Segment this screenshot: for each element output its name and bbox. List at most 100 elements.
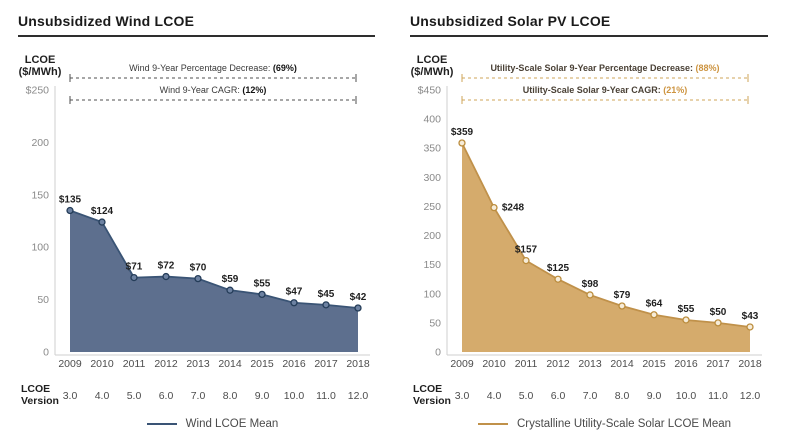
- data-point-label: $50: [710, 307, 727, 318]
- wind-chart-panel: Unsubsidized Wind LCOE LCOE ($/MWh) Wind 9…: [18, 14, 380, 448]
- wind-chart-title: Unsubsidized Wind LCOE: [18, 13, 195, 29]
- data-point: [650, 311, 658, 319]
- data-point: [66, 206, 74, 215]
- data-point-label: $70: [190, 263, 207, 274]
- x-tick-label: 2016: [674, 358, 698, 370]
- version-value: 11.0: [316, 390, 336, 402]
- version-value: 4.0: [487, 390, 502, 402]
- annotation-label: Wind 9-Year Percentage Decrease: (69%): [129, 63, 297, 73]
- y-tick-label: 0: [43, 347, 49, 359]
- x-tick-label: 2017: [706, 358, 730, 370]
- wind-lcoe-area-chart: LCOE($/MWh) Wind 9-Year Percentage Decrea…: [19, 54, 370, 407]
- x-tick-label: 2010: [90, 358, 114, 370]
- annotation-label: Utility-Scale Solar 9-Year CAGR: (21%): [523, 85, 688, 95]
- version-row-title: LCOE: [413, 383, 442, 395]
- version-value: 7.0: [583, 390, 598, 402]
- y-tick-label: 300: [423, 172, 441, 184]
- y-tick-label: 350: [423, 143, 441, 155]
- y-tick-label: 50: [429, 317, 441, 329]
- version-value: 5.0: [127, 390, 142, 402]
- version-row-title: Version: [21, 395, 59, 407]
- version-value: 10.0: [676, 390, 697, 402]
- version-row-title: Version: [413, 395, 451, 407]
- data-point: [162, 272, 170, 281]
- version-value: 11.0: [708, 390, 728, 402]
- solar-legend-swatch: [477, 423, 508, 425]
- data-point-label: $42: [350, 292, 367, 303]
- y-tick-label: 250: [423, 201, 441, 213]
- version-value: 8.0: [615, 390, 630, 402]
- solar-legend-label: Crystalline Utility-Scale Solar LCOE Mea…: [516, 418, 732, 430]
- data-point: [586, 291, 594, 299]
- y-tick-label: 0: [435, 347, 441, 359]
- data-point: [490, 203, 498, 212]
- y-axis-title: LCOE: [25, 54, 56, 66]
- data-point-label: $45: [318, 289, 335, 300]
- x-tick-label: 2011: [515, 358, 538, 370]
- version-value: 12.0: [348, 390, 369, 402]
- data-point-label: $47: [286, 287, 303, 298]
- data-point: [522, 256, 530, 265]
- y-axis-title: ($/MWh): [19, 66, 62, 78]
- data-point-label: $98: [582, 279, 599, 290]
- wind-legend: Wind LCOE Mean: [55, 418, 370, 430]
- y-axis-title: ($/MWh): [411, 66, 454, 78]
- data-point: [746, 323, 754, 331]
- trend-line: [461, 142, 751, 328]
- solar-chart-title: Unsubsidized Solar PV LCOE: [410, 13, 611, 29]
- version-value: 3.0: [63, 390, 78, 402]
- data-point-label: $71: [126, 262, 143, 273]
- data-point-label: $79: [614, 290, 631, 301]
- data-point: [618, 302, 626, 310]
- data-point: [130, 273, 138, 282]
- data-point: [458, 139, 466, 147]
- x-tick-label: 2013: [578, 358, 602, 370]
- x-tick-label: 2018: [346, 358, 370, 370]
- solar-legend: Crystalline Utility-Scale Solar LCOE Mea…: [447, 418, 762, 430]
- version-value: 4.0: [95, 390, 110, 402]
- version-value: 7.0: [191, 390, 206, 402]
- x-tick-label: 2012: [546, 358, 570, 370]
- data-point: [322, 301, 330, 309]
- data-point: [194, 274, 202, 283]
- solar-lcoe-area-chart: LCOE($/MWh) Utility-Scale Solar 9-Year Pe…: [411, 54, 762, 407]
- title-divider: [18, 35, 375, 37]
- data-point-label: $157: [515, 245, 538, 256]
- x-tick-label: 2009: [58, 358, 82, 370]
- version-value: 8.0: [223, 390, 238, 402]
- data-point-label: $43: [742, 311, 759, 322]
- version-value: 6.0: [159, 390, 174, 402]
- x-tick-label: 2015: [250, 358, 274, 370]
- y-tick-label: 150: [423, 259, 441, 271]
- data-point-label: $72: [158, 261, 175, 272]
- x-tick-label: 2017: [314, 358, 338, 370]
- version-value: 12.0: [740, 390, 761, 402]
- x-tick-label: 2014: [610, 358, 634, 370]
- wind-legend-swatch: [146, 423, 177, 425]
- data-point: [354, 304, 362, 312]
- version-value: 10.0: [284, 390, 305, 402]
- solar-chart-panel: Unsubsidized Solar PV LCOE LCOE ($/MWh) Ut…: [410, 14, 778, 448]
- x-tick-label: 2013: [186, 358, 210, 370]
- wind-legend-label: Wind LCOE Mean: [185, 418, 279, 430]
- data-point-label: $125: [547, 263, 570, 274]
- x-tick-label: 2018: [738, 358, 762, 370]
- x-tick-label: 2010: [482, 358, 506, 370]
- data-point-label: $124: [91, 206, 114, 217]
- data-point-label: $359: [451, 127, 474, 138]
- data-point: [554, 275, 562, 283]
- version-value: 9.0: [647, 390, 662, 402]
- y-tick-label: 150: [31, 189, 49, 201]
- x-tick-label: 2016: [282, 358, 306, 370]
- data-point: [258, 290, 266, 299]
- version-value: 3.0: [455, 390, 470, 402]
- area-fill: [70, 210, 358, 352]
- x-tick-label: 2015: [642, 358, 666, 370]
- x-tick-label: 2009: [450, 358, 474, 370]
- area-fill: [462, 142, 750, 352]
- y-tick-label: 50: [37, 294, 49, 306]
- version-value: 9.0: [255, 390, 270, 402]
- annotation-label: Wind 9-Year CAGR: (12%): [160, 85, 267, 95]
- y-tick-label: $250: [26, 85, 50, 97]
- data-point: [98, 218, 106, 226]
